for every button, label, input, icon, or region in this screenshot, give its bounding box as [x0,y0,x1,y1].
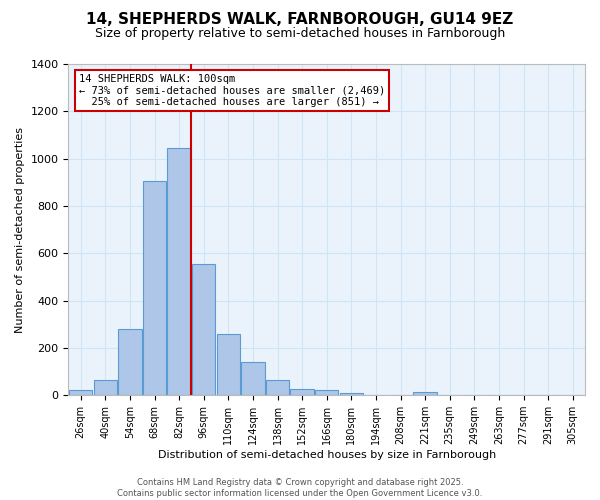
Bar [69,390,92,395]
Bar [340,394,363,395]
Bar [118,329,142,395]
Bar [143,181,166,395]
Y-axis label: Number of semi-detached properties: Number of semi-detached properties [15,126,25,332]
Bar [266,380,289,395]
Text: Contains HM Land Registry data © Crown copyright and database right 2025.
Contai: Contains HM Land Registry data © Crown c… [118,478,482,498]
Bar [192,264,215,395]
Text: 14 SHEPHERDS WALK: 100sqm
← 73% of semi-detached houses are smaller (2,469)
  25: 14 SHEPHERDS WALK: 100sqm ← 73% of semi-… [79,74,385,107]
X-axis label: Distribution of semi-detached houses by size in Farnborough: Distribution of semi-detached houses by … [158,450,496,460]
Bar [241,362,265,395]
Bar [167,148,191,395]
Bar [315,390,338,395]
Bar [290,389,314,395]
Bar [413,392,437,395]
Bar [94,380,117,395]
Text: 14, SHEPHERDS WALK, FARNBOROUGH, GU14 9EZ: 14, SHEPHERDS WALK, FARNBOROUGH, GU14 9E… [86,12,514,28]
Text: Size of property relative to semi-detached houses in Farnborough: Size of property relative to semi-detach… [95,28,505,40]
Bar [217,334,240,395]
